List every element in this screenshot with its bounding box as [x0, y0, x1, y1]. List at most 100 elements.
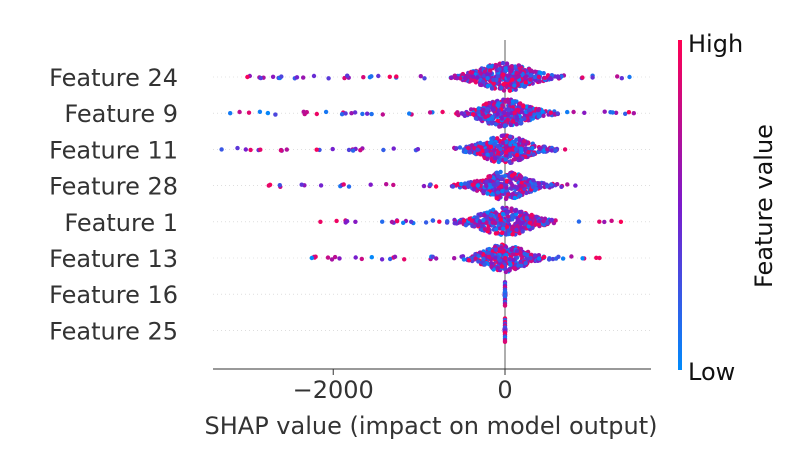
- shap-point: [534, 186, 539, 192]
- shap-point: [485, 72, 490, 77]
- shap-point: [559, 184, 564, 189]
- shap-point: [494, 196, 499, 201]
- shap-point: [480, 112, 486, 117]
- shap-point: [495, 190, 501, 195]
- shap-point: [569, 254, 574, 259]
- shap-point: [518, 250, 523, 255]
- shap-point: [475, 183, 481, 188]
- shap-point: [479, 116, 484, 122]
- shap-point: [562, 147, 568, 152]
- shap-point: [493, 122, 499, 127]
- feature-label: Feature 16: [49, 281, 178, 309]
- shap-point: [487, 68, 493, 73]
- shap-point: [487, 174, 493, 179]
- shap-point: [504, 61, 510, 66]
- shap-point: [394, 219, 400, 224]
- shap-point: [529, 68, 534, 73]
- shap-point: [500, 103, 505, 108]
- colorbar-high-label: High: [688, 30, 743, 58]
- shap-point: [299, 182, 304, 187]
- shap-point: [495, 74, 500, 79]
- shap-point: [495, 102, 500, 108]
- shap-point: [496, 173, 501, 179]
- shap-point: [480, 224, 485, 229]
- shap-point: [523, 261, 528, 266]
- shap-point: [484, 220, 489, 225]
- shap-point: [541, 113, 546, 119]
- shap-point: [497, 67, 502, 72]
- shap-point: [401, 220, 406, 225]
- shap-point: [497, 62, 502, 67]
- shap-point: [517, 138, 523, 143]
- shap-point: [485, 76, 490, 81]
- shap-point: [518, 193, 523, 198]
- shap-point: [359, 256, 364, 262]
- shap-point: [494, 170, 499, 175]
- shap-point: [487, 246, 492, 252]
- shap-point: [492, 141, 497, 146]
- x-tick-label: −2000: [293, 376, 374, 404]
- shap-point: [491, 182, 496, 187]
- shap-point: [258, 75, 263, 81]
- shap-point: [500, 72, 506, 77]
- shap-point: [265, 110, 271, 116]
- shap-point: [470, 112, 476, 117]
- feature-label: Feature 28: [49, 173, 178, 201]
- shap-point: [536, 107, 542, 112]
- shap-point: [500, 249, 506, 254]
- shap-point: [615, 74, 620, 79]
- shap-point: [228, 111, 233, 116]
- shap-point: [522, 84, 528, 89]
- shap-point: [369, 255, 374, 260]
- shap-point: [326, 76, 331, 81]
- shap-point: [493, 247, 498, 252]
- shap-point: [553, 218, 558, 223]
- feature-label: Feature 13: [49, 245, 178, 273]
- shap-point: [491, 77, 496, 83]
- shap-point: [491, 148, 497, 153]
- shap-point: [392, 254, 398, 259]
- shap-point: [610, 110, 615, 115]
- shap-point: [488, 144, 494, 150]
- shap-point: [430, 254, 435, 259]
- shap-point: [549, 148, 554, 153]
- shap-point: [510, 77, 515, 82]
- shap-point: [493, 156, 498, 161]
- shap-point: [350, 148, 356, 153]
- shap-point: [478, 250, 483, 255]
- shap-point: [486, 254, 492, 260]
- shap-point: [517, 209, 522, 215]
- shap-point: [499, 264, 505, 269]
- shap-point: [360, 111, 365, 117]
- shap-point: [602, 219, 607, 225]
- feature-label: Feature 9: [64, 100, 178, 128]
- shap-point: [509, 64, 514, 69]
- shap-point: [516, 156, 522, 161]
- shap-point: [440, 109, 445, 115]
- shap-point: [512, 110, 517, 116]
- shap-point: [536, 181, 542, 186]
- shap-point: [402, 257, 407, 262]
- shap-point: [537, 146, 542, 151]
- shap-point: [480, 79, 486, 84]
- shap-point: [459, 111, 464, 116]
- shap-point: [527, 220, 533, 225]
- shap-point: [513, 146, 519, 152]
- shap-point: [380, 112, 385, 117]
- shap-point: [515, 223, 520, 229]
- shap-point: [537, 218, 542, 224]
- shap-point: [489, 139, 494, 144]
- shap-point: [524, 215, 529, 221]
- shap-point: [349, 111, 354, 116]
- shap-point: [495, 111, 500, 117]
- feature-label: Feature 1: [64, 209, 178, 237]
- shap-point: [524, 74, 529, 79]
- shap-point: [514, 152, 520, 158]
- shap-point: [489, 64, 494, 69]
- shap-point: [219, 147, 224, 152]
- shap-point: [618, 219, 624, 224]
- shap-point: [500, 189, 505, 194]
- shap-point: [580, 75, 585, 80]
- shap-point: [508, 134, 513, 139]
